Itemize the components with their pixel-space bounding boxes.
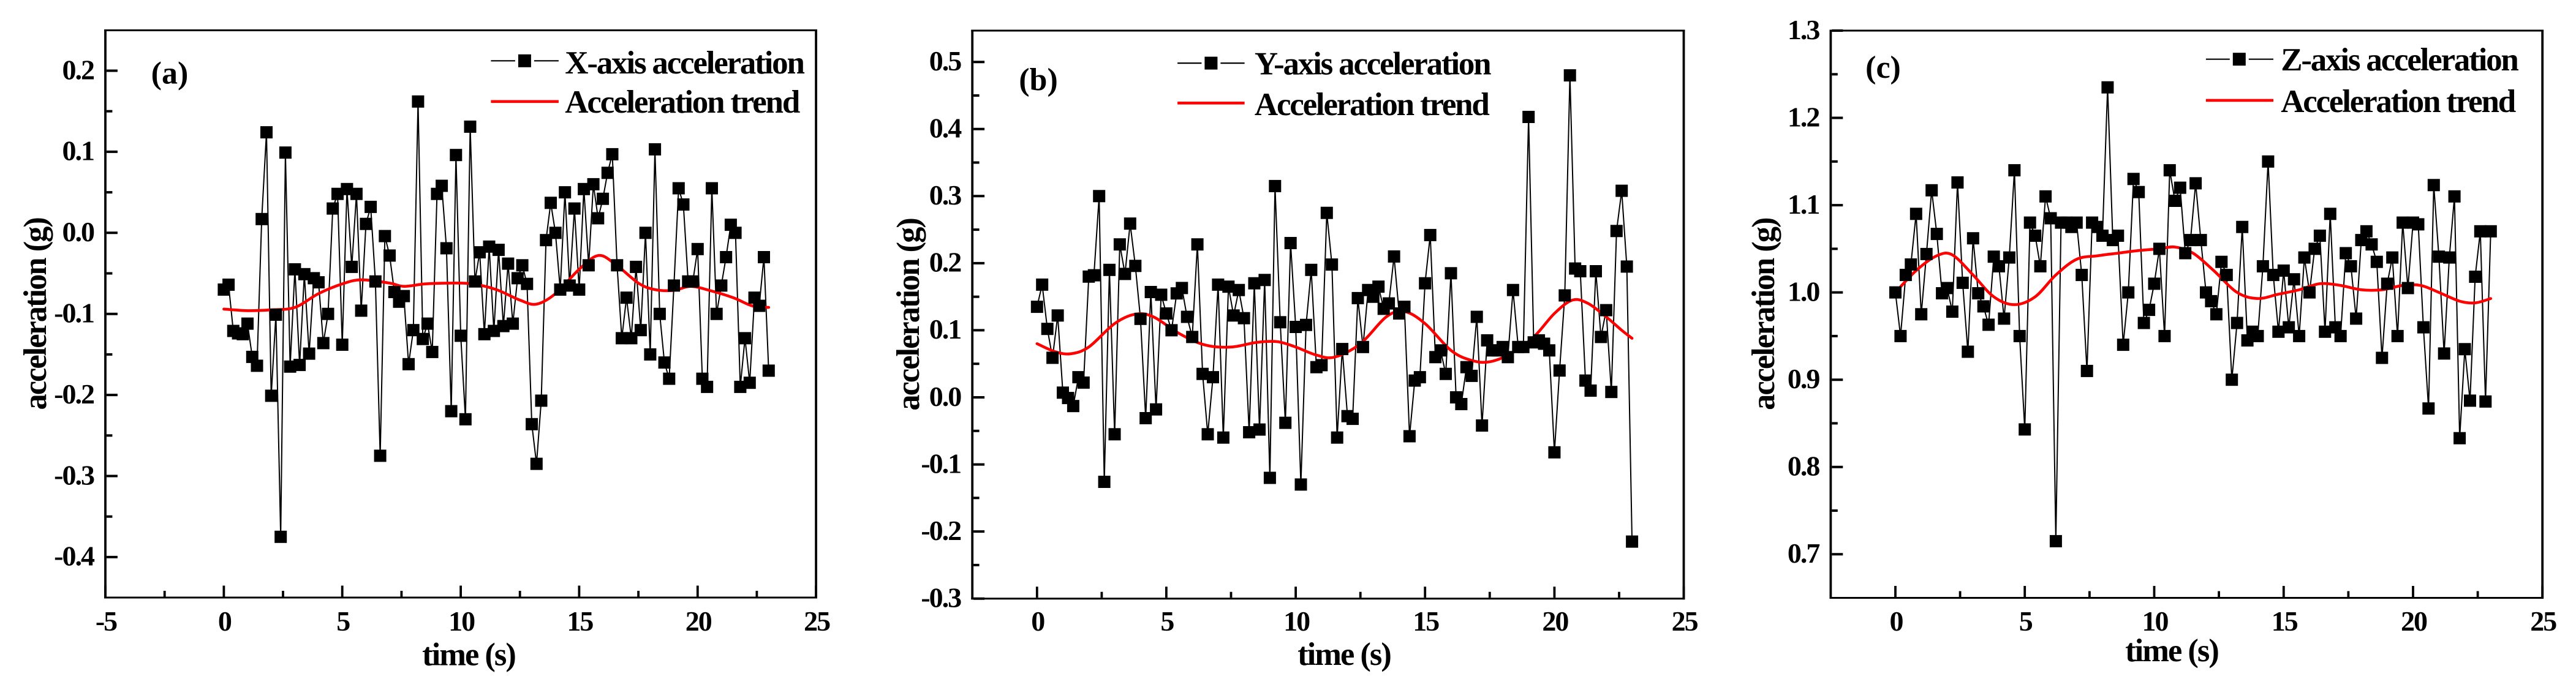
svg-text:(a): (a): [151, 56, 189, 91]
svg-text:1.2: 1.2: [1788, 101, 1820, 132]
svg-text:X-axis acceleration: X-axis acceleration: [565, 45, 804, 81]
svg-text:-0.4: -0.4: [54, 541, 95, 572]
svg-text:0.1: 0.1: [929, 313, 961, 345]
svg-text:0.9: 0.9: [1788, 363, 1820, 394]
svg-text:-5: -5: [96, 606, 117, 637]
svg-text:-0.1: -0.1: [921, 448, 961, 479]
svg-text:5: 5: [2019, 606, 2033, 637]
svg-text:5: 5: [336, 606, 350, 637]
svg-text:1.1: 1.1: [1788, 189, 1819, 220]
svg-text:0.2: 0.2: [62, 54, 95, 85]
svg-text:time (s): time (s): [2125, 633, 2218, 669]
svg-text:-0.3: -0.3: [921, 582, 961, 613]
svg-text:-0.2: -0.2: [921, 515, 961, 546]
svg-text:Z-axis acceleration: Z-axis acceleration: [2281, 42, 2518, 78]
svg-text:0: 0: [218, 606, 232, 637]
svg-text:15: 15: [567, 606, 593, 637]
svg-text:0: 0: [1031, 606, 1044, 637]
svg-text:time (s): time (s): [422, 637, 515, 673]
svg-text:10: 10: [448, 606, 475, 637]
svg-text:0.2: 0.2: [929, 247, 962, 278]
svg-text:0.8: 0.8: [1788, 451, 1820, 482]
svg-text:15: 15: [2272, 606, 2298, 637]
svg-text:20: 20: [1542, 606, 1568, 637]
svg-text:0.4: 0.4: [929, 113, 962, 144]
svg-text:0: 0: [1890, 606, 1903, 637]
svg-text:time (s): time (s): [1297, 637, 1391, 672]
svg-text:-0.1: -0.1: [54, 298, 94, 329]
svg-text:10: 10: [1283, 606, 1310, 637]
svg-text:Acceleration trend: Acceleration trend: [2281, 84, 2516, 119]
svg-text:0.1: 0.1: [62, 135, 94, 167]
svg-text:25: 25: [804, 606, 830, 637]
svg-text:acceleration (g): acceleration (g): [891, 219, 926, 411]
svg-text:25: 25: [2530, 606, 2556, 637]
svg-text:Y-axis acceleration: Y-axis acceleration: [1255, 47, 1491, 82]
svg-text:20: 20: [2401, 606, 2427, 637]
svg-text:acceleration (g): acceleration (g): [18, 218, 53, 410]
svg-text:-0.3: -0.3: [54, 459, 94, 490]
svg-text:acceleration (g): acceleration (g): [1746, 218, 1781, 410]
svg-text:25: 25: [1672, 606, 1698, 637]
svg-text:(c): (c): [1865, 50, 1901, 85]
svg-text:0.0: 0.0: [62, 216, 95, 247]
svg-text:20: 20: [686, 606, 712, 637]
svg-text:0.3: 0.3: [929, 179, 962, 211]
svg-text:0.5: 0.5: [929, 45, 962, 77]
svg-text:0.7: 0.7: [1788, 538, 1820, 569]
svg-text:10: 10: [2142, 606, 2169, 637]
svg-text:15: 15: [1413, 606, 1439, 637]
svg-text:5: 5: [1160, 606, 1174, 637]
svg-text:0.0: 0.0: [929, 381, 962, 412]
svg-text:(b): (b): [1019, 62, 1058, 97]
svg-text:Acceleration trend: Acceleration trend: [565, 84, 800, 120]
svg-text:Acceleration trend: Acceleration trend: [1255, 87, 1490, 122]
svg-text:-0.2: -0.2: [54, 378, 94, 410]
svg-text:1.3: 1.3: [1788, 14, 1820, 45]
svg-text:1.0: 1.0: [1788, 276, 1820, 307]
